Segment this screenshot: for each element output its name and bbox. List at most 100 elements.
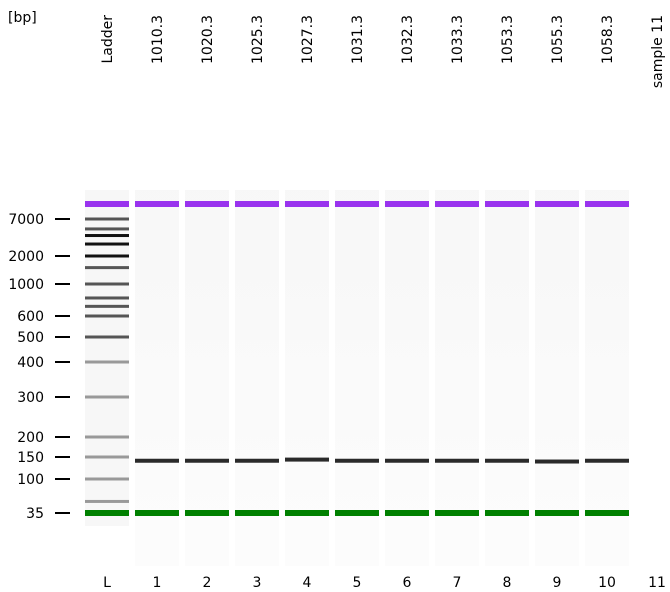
ladder-band: [85, 282, 129, 286]
sample-column-label: 1010.3: [150, 15, 166, 64]
upper-marker-band: [385, 201, 429, 207]
upper-marker-band: [85, 201, 129, 207]
ladder-band: [85, 217, 129, 221]
y-tick-label: 1000: [8, 277, 44, 293]
lane-number: 2: [203, 575, 212, 591]
lower-marker-band: [585, 510, 629, 516]
ladder-band: [85, 360, 129, 364]
sample-band: [285, 457, 329, 462]
sample-column-label: 1020.3: [200, 15, 216, 64]
y-tick-label: 100: [17, 472, 44, 488]
unit-label: [bp]: [8, 10, 37, 26]
sample-lane: [335, 190, 379, 566]
gel-area: [85, 190, 629, 566]
y-tick-label: 2000: [8, 249, 44, 265]
y-tick-label: 500: [17, 330, 44, 346]
lane-number: 4: [303, 575, 312, 591]
upper-marker-band: [335, 201, 379, 207]
ladder-band: [85, 296, 129, 300]
lower-marker-band: [535, 510, 579, 516]
sample-lane: [235, 190, 279, 566]
ladder-band: [85, 304, 129, 308]
lane-number: 11: [648, 575, 666, 591]
sample-band: [235, 458, 279, 463]
upper-marker-band: [185, 201, 229, 207]
sample-band: [385, 458, 429, 463]
y-tick-label: 150: [17, 450, 44, 466]
lane-number: 10: [598, 575, 616, 591]
lower-marker-band: [485, 510, 529, 516]
ladder-band: [85, 499, 129, 503]
lane-number: L: [103, 575, 111, 591]
ladder-band: [85, 254, 129, 258]
lower-marker-band: [335, 510, 379, 516]
y-tick-label: 600: [17, 309, 44, 325]
sample-band: [185, 458, 229, 463]
lower-marker-band: [185, 510, 229, 516]
lower-marker-band: [235, 510, 279, 516]
ladder-band: [85, 435, 129, 439]
ladder-band: [85, 477, 129, 481]
sample-column-label: 1058.3: [600, 15, 616, 64]
lower-marker-band: [85, 510, 129, 516]
lane-number: 8: [503, 575, 512, 591]
sample-band: [435, 458, 479, 463]
sample-column-label: 1025.3: [250, 15, 266, 64]
sample-column-label: 1033.3: [450, 15, 466, 64]
upper-marker-band: [535, 201, 579, 207]
sample-column-label: 1031.3: [350, 15, 366, 64]
sample-lane: [435, 190, 479, 566]
ladder-band: [85, 242, 129, 246]
lower-marker-band: [385, 510, 429, 516]
upper-marker-band: [435, 201, 479, 207]
sample-lane: [535, 190, 579, 566]
sample-band: [335, 458, 379, 463]
sample-column-label: sample 11: [650, 15, 666, 88]
upper-marker-band: [485, 201, 529, 207]
ladder-lane: [85, 190, 129, 526]
y-tick-label: 300: [17, 390, 44, 406]
lower-marker-band: [135, 510, 179, 516]
y-tick-label: 35: [26, 506, 44, 522]
sample-column-label: 1027.3: [300, 15, 316, 64]
lower-marker-band: [435, 510, 479, 516]
y-tick-label: 200: [17, 430, 44, 446]
sample-band: [135, 458, 179, 463]
ladder-band: [85, 234, 129, 238]
ladder-band: [85, 227, 129, 231]
ladder-band: [85, 335, 129, 339]
upper-marker-band: [135, 201, 179, 207]
lane-number: 6: [403, 575, 412, 591]
lane-number: 1: [153, 575, 162, 591]
sample-column-label: 1053.3: [500, 15, 516, 64]
sample-lane: [585, 190, 629, 566]
lane-labels: Ladder 1010.3 1020.3 1025.3 1027.3 1031.3 1032…: [100, 15, 666, 591]
lane-number: 7: [453, 575, 462, 591]
ladder-band: [85, 395, 129, 399]
sample-lane: [385, 190, 429, 566]
sample-lane: [135, 190, 179, 566]
lane-number: 3: [253, 575, 262, 591]
sample-band: [485, 458, 529, 463]
y-tick-label: 400: [17, 355, 44, 371]
lower-marker-band: [285, 510, 329, 516]
lane-number: 5: [353, 575, 362, 591]
y-axis: 7000 2000 1000 600 500 400 300 200 150 100 35: [8, 212, 70, 522]
ladder-band: [85, 314, 129, 318]
sample-lane: [285, 190, 329, 566]
ladder-band: [85, 455, 129, 459]
lane-number: 9: [553, 575, 562, 591]
y-tick-label: 7000: [8, 212, 44, 228]
upper-marker-band: [285, 201, 329, 207]
upper-marker-band: [585, 201, 629, 207]
ladder-band: [85, 266, 129, 270]
sample-band: [535, 459, 579, 464]
sample-band: [585, 458, 629, 463]
sample-lane: [485, 190, 529, 566]
sample-column-label: 1032.3: [400, 15, 416, 64]
ladder-column-label: Ladder: [100, 15, 116, 64]
sample-lane: [185, 190, 229, 566]
sample-column-label: 1055.3: [550, 15, 566, 64]
upper-marker-band: [235, 201, 279, 207]
